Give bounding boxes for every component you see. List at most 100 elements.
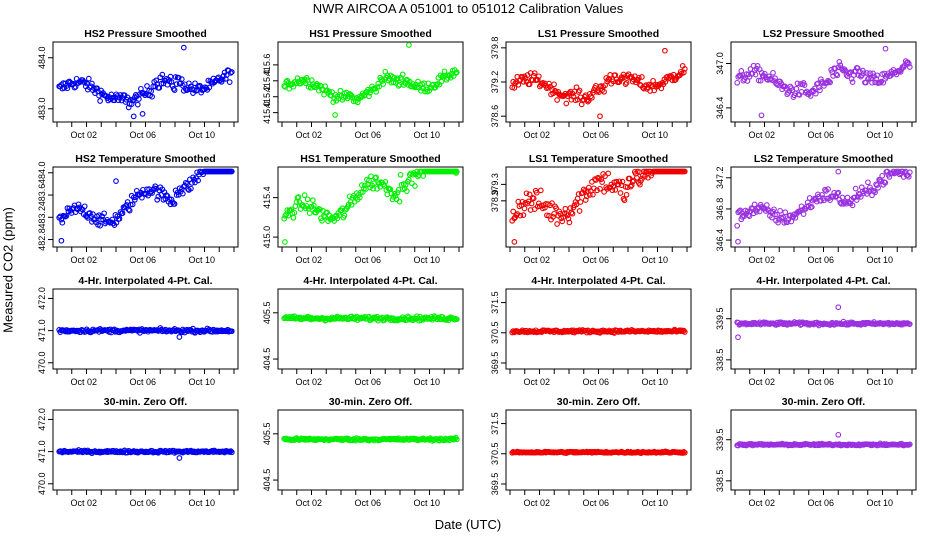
- plot-frame: [730, 409, 917, 491]
- data-point: [222, 75, 229, 82]
- data-point: [756, 208, 763, 215]
- y-tick-label: 369.5: [490, 352, 500, 375]
- data-point: [576, 208, 583, 214]
- x-tick-label: Oct 02: [523, 130, 550, 140]
- x-tick-label: Oct 06: [129, 255, 156, 265]
- panel-title: 4-Hr. Interpolated 4-Pt. Cal.: [531, 275, 665, 287]
- data-point: [590, 191, 596, 198]
- y-tick-label: 415.0: [262, 226, 272, 249]
- data-point: [734, 79, 741, 86]
- data-point: [849, 202, 856, 209]
- panel-2: HS1 Pressure Smoothed 415.0415.2415.4415.…: [262, 28, 464, 140]
- data-point: [295, 194, 302, 200]
- data-point: [853, 197, 860, 203]
- data-point: [89, 80, 95, 87]
- y-tick-label: 347.0: [715, 52, 725, 75]
- data-point: [793, 85, 800, 92]
- y-tick-label: 470.0: [37, 473, 47, 496]
- data-point-outlier: [835, 431, 842, 438]
- x-tick-label: Oct 02: [295, 130, 322, 140]
- data-point: [681, 449, 688, 456]
- panel-12: 4-Hr. Interpolated 4-Pt. Cal. 338.5 339.5 O…: [715, 275, 917, 387]
- data-point: [867, 184, 873, 191]
- data-point: [832, 65, 839, 72]
- data-point: [149, 190, 155, 196]
- data-point: [605, 170, 612, 177]
- data-point-outlier: [758, 112, 765, 119]
- data-point-outlier: [882, 45, 889, 52]
- data-point: [826, 78, 832, 85]
- panel-title: LS1 Pressure Smoothed: [538, 28, 659, 40]
- data-point: [412, 183, 418, 189]
- data-point: [751, 201, 758, 208]
- panel-3: LS1 Pressure Smoothed 378.6 379.2 379.8 Oct …: [490, 28, 692, 140]
- data-point: [597, 185, 603, 192]
- panel-title: HS2 Temperature Smoothed: [75, 153, 215, 165]
- data-point: [526, 191, 533, 198]
- x-tick-label: Oct 06: [807, 377, 834, 387]
- data-point: [330, 99, 337, 105]
- x-tick-label: Oct 10: [413, 255, 440, 265]
- x-tick-label: Oct 02: [523, 498, 550, 508]
- data-point: [777, 207, 783, 214]
- data-point: [453, 316, 460, 323]
- data-point: [679, 450, 686, 456]
- x-tick-label: Oct 10: [866, 130, 893, 140]
- x-tick-label: Oct 06: [354, 498, 381, 508]
- y-tick-label: 415.0: [262, 101, 272, 124]
- y-tick-label: 370.5: [490, 443, 500, 466]
- data-point: [873, 75, 879, 82]
- x-tick-label: Oct 10: [188, 498, 215, 508]
- data-point: [134, 101, 141, 108]
- data-point: [129, 201, 136, 208]
- data-point: [817, 87, 823, 94]
- y-tick-label: 379.2: [490, 71, 500, 94]
- data-point: [397, 171, 404, 178]
- data-point: [550, 213, 556, 220]
- data-point: [125, 206, 132, 213]
- data-point: [601, 189, 607, 195]
- data-point: [152, 183, 159, 190]
- panel-title: HS2 Pressure Smoothed: [84, 28, 207, 40]
- data-point: [170, 86, 177, 92]
- data-point: [816, 84, 822, 91]
- data-point: [452, 70, 459, 76]
- data-point: [595, 174, 601, 181]
- x-tick-label: Oct 06: [129, 377, 156, 387]
- data-point: [546, 80, 552, 87]
- data-point: [166, 196, 173, 203]
- y-tick-label: 471.0: [37, 440, 47, 463]
- data-point: [512, 80, 519, 87]
- data-point: [734, 222, 741, 229]
- data-point: [433, 82, 440, 89]
- figure-title: NWR AIRCOA A 051001 to 051012 Calibratio…: [312, 1, 624, 16]
- y-tick-label: 472.0: [37, 408, 47, 431]
- y-tick-label: 405.5: [262, 423, 272, 446]
- plot-frame: [277, 409, 464, 491]
- panel-6: HS1 Temperature Smoothed 415.0 415.4 Oct 02…: [262, 153, 464, 265]
- data-point: [156, 187, 163, 194]
- data-point: [782, 209, 789, 216]
- data-point-outlier: [139, 111, 146, 117]
- y-tick-label: 472.0: [37, 287, 47, 310]
- data-point: [414, 436, 420, 443]
- x-tick-label: Oct 10: [188, 377, 215, 387]
- y-tick-label: 484.0: [37, 162, 47, 185]
- data-point: [168, 196, 175, 203]
- data-point: [875, 184, 881, 191]
- x-tick-label: Oct 02: [70, 498, 97, 508]
- x-tick-label: Oct 06: [129, 498, 156, 508]
- data-point: [635, 75, 642, 81]
- data-point: [906, 64, 913, 70]
- data-point: [780, 214, 787, 221]
- x-tick-label: Oct 06: [582, 130, 609, 140]
- panel-title: 30-min. Zero Off.: [782, 396, 866, 408]
- data-point: [281, 215, 288, 222]
- data-point: [94, 85, 100, 92]
- panel-5: HS2 Temperature Smoothed 482.8483.2483.64…: [37, 153, 239, 265]
- x-axis-label: Date (UTC): [434, 517, 502, 532]
- data-point: [227, 70, 234, 76]
- data-point: [226, 449, 233, 455]
- data-point: [185, 186, 191, 192]
- data-point: [144, 83, 150, 89]
